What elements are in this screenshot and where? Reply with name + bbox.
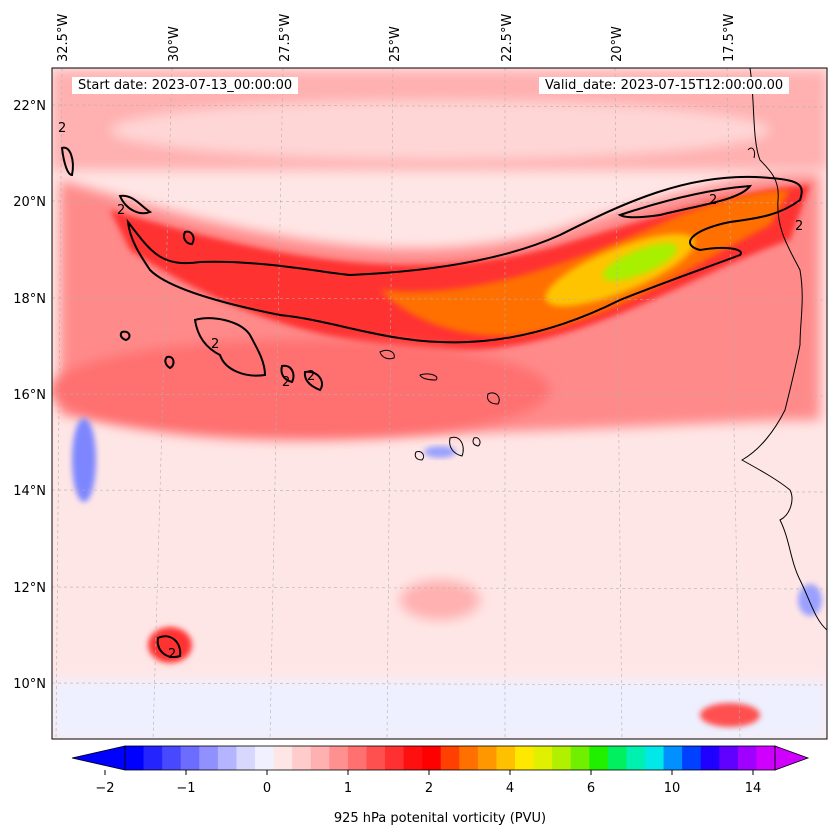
- colorbar-cell: [162, 746, 182, 770]
- colorbar-min-arrow: [71, 745, 126, 771]
- colorbar-tick-label: −1: [176, 781, 195, 796]
- colorbar-tick-label: 2: [425, 781, 433, 796]
- colorbar-cell: [607, 746, 627, 770]
- colorbar-cell: [366, 746, 386, 770]
- colorbar-cell: [496, 746, 516, 770]
- coastline: [379, 68, 827, 631]
- lon-label: 27.5°W: [278, 14, 293, 62]
- colorbar-cell: [125, 746, 145, 770]
- colorbar-tick-label: 6: [587, 781, 595, 796]
- colorbar-cell: [329, 746, 349, 770]
- colorbar-cell: [477, 746, 497, 770]
- contour-label: 2: [307, 369, 315, 384]
- colorbar-cell: [645, 746, 665, 770]
- colorbar-cell: [626, 746, 646, 770]
- lon-label: 22.5°W: [500, 14, 515, 62]
- valid-date-label: Valid_date: 2023-07-15T12:00:00.00: [539, 77, 790, 94]
- colorbar-label: 925 hPa potenital vorticity (PVU): [334, 811, 546, 826]
- lower-red-band: [52, 340, 550, 440]
- colorbar-tick-label: 1: [344, 781, 352, 796]
- lat-label: 14°N: [13, 484, 46, 499]
- colorbar-cell: [422, 746, 442, 770]
- colorbar-cell: [440, 746, 460, 770]
- lat-label: 10°N: [13, 677, 46, 692]
- colorbar-cell: [682, 746, 702, 770]
- contour-label: 2: [795, 219, 803, 234]
- colorbar-cell: [459, 746, 479, 770]
- colorbar-cell: [180, 746, 200, 770]
- contour-label: 2: [211, 337, 219, 352]
- lon-label: 17.5°W: [722, 14, 737, 62]
- lat-label: 20°N: [13, 195, 46, 210]
- contour-labels: 2 2 2 2 2 2 2 2: [58, 121, 803, 662]
- contour-label: 2: [168, 647, 176, 662]
- contour-label: 2: [282, 375, 290, 390]
- pv-core-green: [602, 243, 678, 281]
- pv-field: 2 2 2 2 2 2 2 2: [52, 68, 827, 739]
- graticule: [52, 68, 827, 739]
- colorbar-tick-label: 4: [506, 781, 514, 796]
- pale-blue-band: [52, 680, 827, 739]
- colorbar-cell: [143, 746, 163, 770]
- upper-light-band: [110, 100, 770, 160]
- lon-label: 30°W: [167, 26, 182, 62]
- lat-label: 16°N: [13, 388, 46, 403]
- contour-label: 2: [117, 203, 125, 218]
- colorbar-frame: [124, 745, 776, 771]
- pv-blob-se: [700, 703, 760, 727]
- colorbar-tick-label: 14: [745, 781, 762, 796]
- map-frame: [51, 67, 828, 740]
- colorbar: −2 −1 0 1 2 4 6 10 14 925 hPa potenital vorticit…: [71, 745, 810, 826]
- colorbar-cell: [217, 746, 237, 770]
- lat-label: 18°N: [13, 292, 46, 307]
- colorbar-cell: [552, 746, 572, 770]
- colorbar-cell: [385, 746, 405, 770]
- colorbar-cell: [347, 746, 367, 770]
- colorbar-cell: [737, 746, 757, 770]
- colorbar-cell: [589, 746, 609, 770]
- colorbar-cell: [533, 746, 553, 770]
- start-date-label: Start date: 2023-07-13_00:00:00: [72, 77, 299, 94]
- colorbar-ticks: −2 −1 0 1 2 4 6 10 14: [95, 770, 761, 796]
- lat-label: 12°N: [13, 581, 46, 596]
- negative-pv-west: [72, 418, 96, 502]
- colorbar-cell: [236, 746, 256, 770]
- colorbar-max-arrow: [774, 745, 810, 771]
- lon-label: 20°W: [610, 26, 625, 62]
- colorbar-tick-label: −2: [95, 781, 114, 796]
- colorbar-cell: [403, 746, 423, 770]
- latitude-labels: 22°N 20°N 18°N 16°N 14°N 12°N 10°N: [13, 99, 46, 692]
- colorbar-cell: [273, 746, 293, 770]
- negative-pv-east: [798, 584, 822, 616]
- colorbar-cell: [515, 746, 535, 770]
- lat-label: 22°N: [13, 99, 46, 114]
- pv-blob-12n: [400, 580, 480, 620]
- colorbar-cell: [700, 746, 720, 770]
- negative-pv-central: [424, 446, 456, 458]
- contour-label: 2: [58, 121, 66, 136]
- colorbar-tick-label: 0: [263, 781, 271, 796]
- lon-label: 32.5°W: [56, 14, 71, 62]
- colorbar-cell: [255, 746, 275, 770]
- colorbar-cell: [719, 746, 739, 770]
- colorbar-cell: [663, 746, 683, 770]
- lon-label: 25°W: [388, 26, 403, 62]
- colorbar-cell: [756, 746, 776, 770]
- pv-band-red: [110, 185, 810, 351]
- colorbar-cell: [199, 746, 219, 770]
- colorbar-cell: [570, 746, 590, 770]
- colorbar-cell: [310, 746, 330, 770]
- colorbar-cell: [292, 746, 312, 770]
- longitude-labels: 32.5°W 30°W 27.5°W 25°W 22.5°W 20°W 17.5…: [56, 14, 737, 62]
- colorbar-cells: [125, 746, 776, 770]
- contour-label: 2: [709, 193, 717, 208]
- pv-contour-2: [60, 146, 803, 658]
- colorbar-tick-label: 10: [664, 781, 681, 796]
